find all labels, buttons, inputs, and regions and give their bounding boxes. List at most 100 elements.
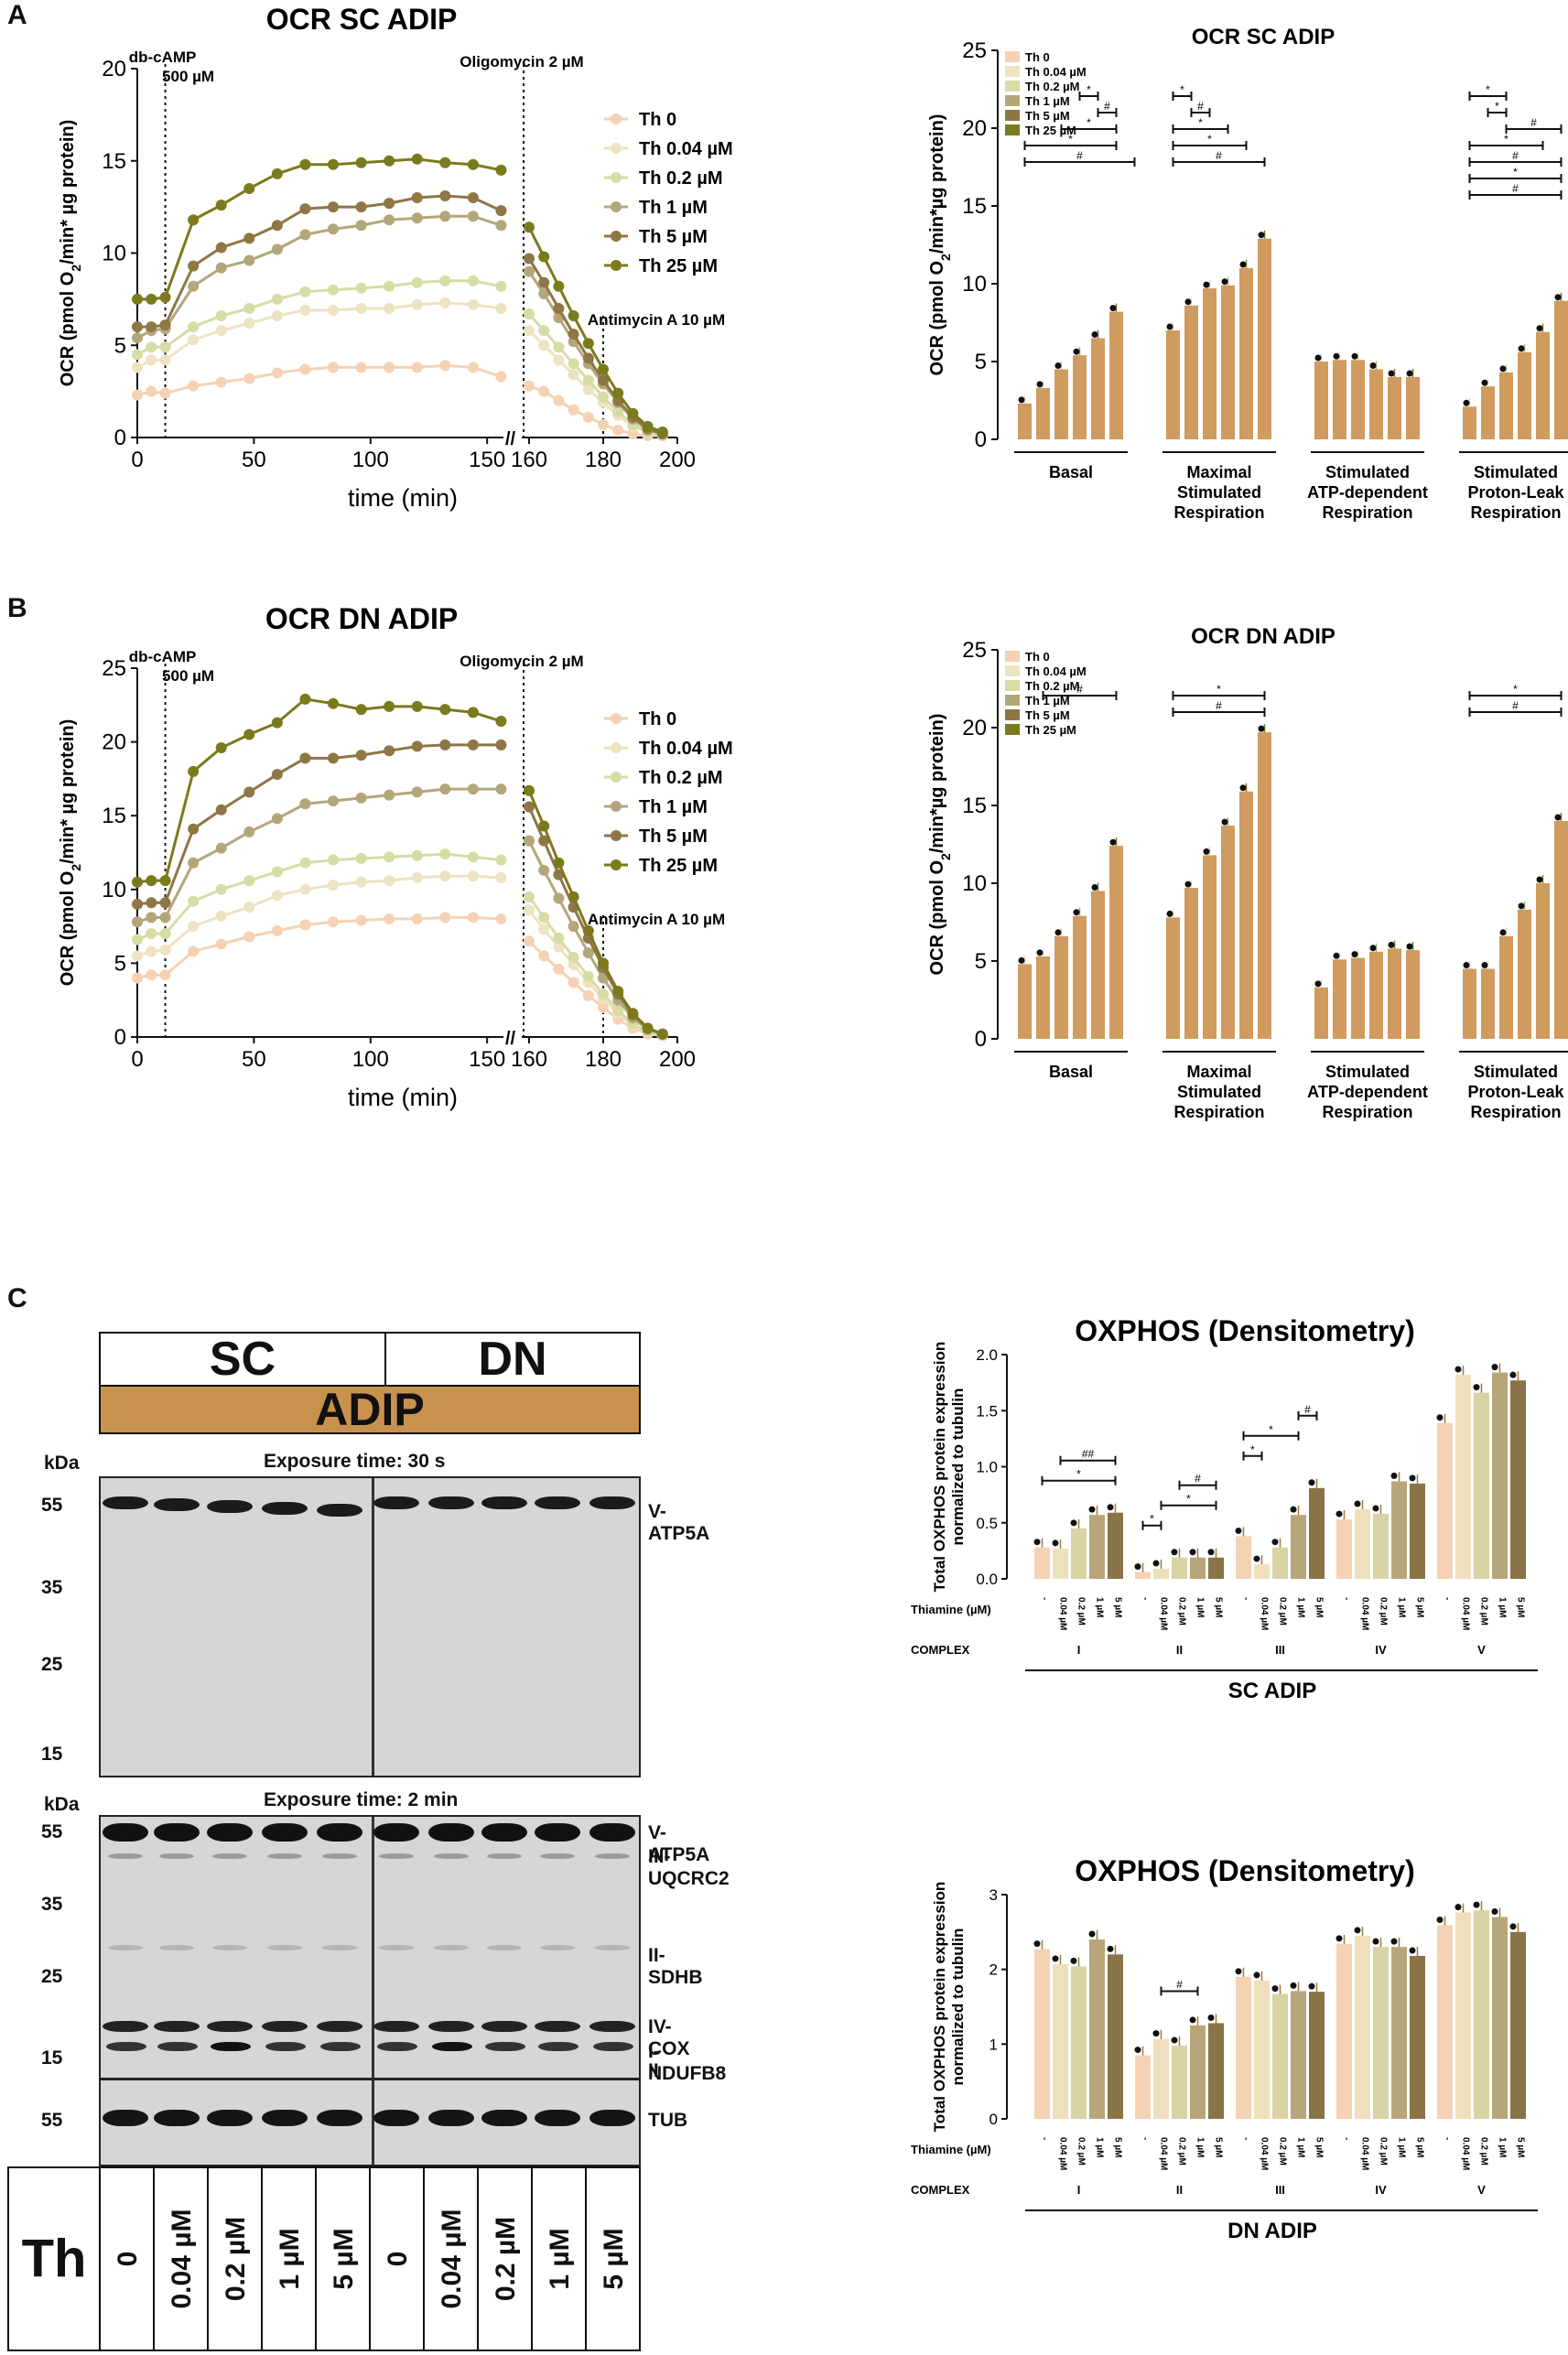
bar [1355,1509,1370,1579]
bar [1071,1966,1087,2119]
dose-label: 1 µM [1498,1597,1508,1617]
sig-mark: * [1087,116,1091,129]
dose-label: 0.2 µM [1076,2137,1087,2166]
data-point [215,804,227,816]
sig-mark: * [1495,100,1499,113]
data-point [188,280,200,292]
data-point [495,280,507,292]
data-point [328,304,340,316]
data-point [355,302,367,314]
data-point [243,254,255,266]
data-point [495,164,507,176]
bar [1272,1547,1288,1579]
data-point [132,876,143,888]
dose-label: 0.2 µM [1278,1597,1288,1626]
y-tick-label: 0 [989,2111,998,2128]
band-v-atp5a-30s [373,1496,419,1509]
legend-marker [611,859,622,870]
band-v-atp5a-30s [589,1496,635,1509]
data-point [243,875,255,887]
replicate-dot [1390,1938,1398,1945]
y-tick-label: 0.5 [976,1515,998,1532]
header-adip: ADIP [99,1385,641,1434]
replicate-dot [1203,848,1210,855]
data-point [568,404,579,416]
replicate-dot [1409,1475,1416,1482]
data-point [146,945,157,957]
legend-label: Th 25 µM [639,256,718,276]
replicate-dot [1436,1916,1444,1923]
replicate-dot [1235,1527,1242,1534]
band-iii-uqcrc2 [540,1853,575,1859]
protein-ii-sdhb: II-SDHB [648,1945,703,1988]
data-point [271,813,283,825]
replicate-dot [1036,381,1044,388]
data-point [553,354,565,366]
data-point [146,928,157,940]
dose-label: - [1443,2137,1453,2140]
legend-swatch [1005,66,1020,77]
replicate-dot [1235,1968,1242,1975]
antimycin-label: Antimycin A 10 µM [588,311,725,329]
legend-label: Th 1 µM [639,198,708,218]
replicate-dot [1388,941,1395,948]
bar [1203,855,1217,1039]
sig-mark: # [1076,683,1083,696]
group-label: Basal [1049,1063,1093,1081]
replicate-dot [1499,365,1507,373]
complex-name: I [1077,2183,1081,2197]
lane-label-cell: 0 [369,2168,425,2350]
header-sc: SC [99,1332,386,1387]
bar [1089,1939,1105,2119]
bar [1437,1422,1453,1579]
bar [1135,2055,1151,2119]
y-tick-label: 0 [114,426,126,450]
axis-break: // [505,1029,516,1049]
y-axis-label: normalized to tubulin [949,1388,967,1546]
blot-exposure-30s [99,1476,641,1777]
data-point [612,1004,624,1016]
bar [1036,387,1050,439]
replicate-dot [1481,962,1488,968]
bar [1388,948,1401,1039]
data-point [411,212,423,224]
data-point [538,340,550,351]
legend-label: Th 0 [639,110,676,130]
data-point [495,871,507,883]
ocr-sc-bar-chart: OCR SC ADIP 0 5 10 15 20 25 OCR (pmol O2/min*µg… [927,25,1568,522]
bar [1499,935,1513,1039]
band-i-ndufb8 [377,2042,417,2051]
replicate-dot [1536,325,1543,332]
data-point [132,349,143,361]
bar [1172,2045,1187,2119]
band-iii-uqcrc2 [212,1853,247,1859]
replicate-dot [1109,838,1117,846]
data-point [467,192,479,204]
data-point [384,302,395,314]
panel-label-c: C [7,1283,27,1313]
replicate-dot [1258,725,1265,732]
data-point [439,211,451,222]
bar [1455,1375,1471,1579]
data-point [271,293,283,305]
replicate-dot [1134,1563,1141,1571]
replicate-dot [1481,379,1488,386]
dose-label: - [1141,1597,1151,1600]
replicate-dot [1091,331,1098,338]
oligomycin-label: Oligomycin 2 µM [460,653,583,670]
data-point [243,786,255,798]
replicate-dot [1369,362,1377,369]
replicate-dot [1290,1506,1297,1513]
legend-label: Th 0.2 µM [639,168,723,189]
bar [1463,968,1476,1039]
y-axis-label: Total OXPHOS protein expression [931,1882,948,2133]
series-line [527,895,664,1037]
data-point [243,826,255,837]
band-iv-cox-ii [481,2021,527,2032]
lane-label: 1 µM [274,2228,305,2290]
lane-label-cell: 0.2 µM [477,2168,533,2350]
band-ii-sdhb [434,1945,469,1950]
marker-25: 25 [41,1654,63,1675]
marker-15-b: 15 [41,2047,63,2069]
bar [1034,1547,1050,1579]
